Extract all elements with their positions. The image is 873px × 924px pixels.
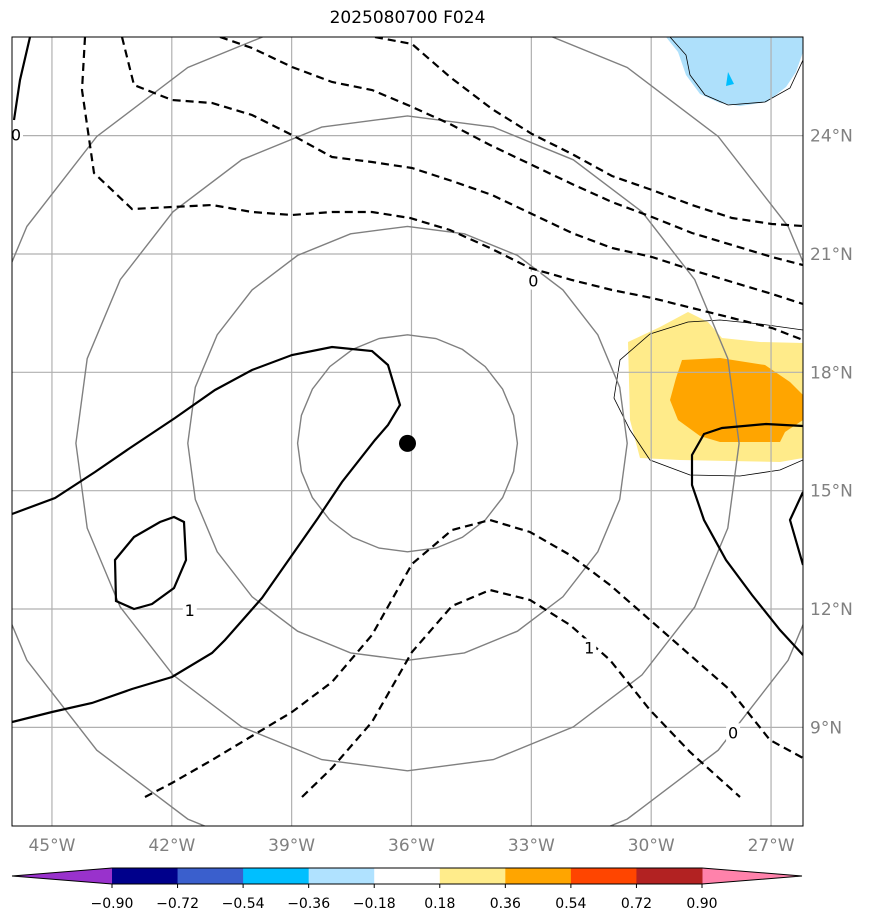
latitude-tick-labels: 9°N 12°N 15°N 18°N 21°N 24°N bbox=[810, 127, 853, 739]
range-ring bbox=[187, 225, 628, 662]
longitude-tick-labels: 45°W 42°W 39°W 36°W 33°W 30°W 27°W bbox=[28, 836, 794, 856]
contour-label-background bbox=[182, 600, 197, 619]
latitude-tick-label: 9°N bbox=[810, 718, 842, 738]
colorbar: −0.90 −0.72 −0.54 −0.36 −0.18 0.18 0.36 0.54 0.7… bbox=[11, 867, 803, 912]
solid-contour-small-loop bbox=[113, 515, 188, 611]
longitude-tick-label: 33°W bbox=[508, 836, 555, 856]
solid-contour-northwest bbox=[12, 37, 32, 121]
shade-light-blue-region bbox=[666, 37, 803, 106]
colorbar-tick-label: −0.54 bbox=[222, 896, 265, 912]
contour-label-background bbox=[726, 723, 741, 742]
colorbar-segment bbox=[636, 868, 703, 884]
contour-labels: 0 1 1 0 0 bbox=[11, 125, 741, 742]
latitude-tick-label: 24°N bbox=[810, 127, 853, 147]
colorbar-tick-label: 0.90 bbox=[686, 896, 717, 912]
dashed-contour-4 bbox=[374, 37, 803, 228]
contour-label: 0 bbox=[728, 723, 738, 742]
range-ring bbox=[75, 115, 740, 772]
dashed-contour-2 bbox=[120, 37, 803, 306]
dashed-contour-5 bbox=[144, 518, 803, 798]
colorbar-extend-low bbox=[12, 868, 112, 884]
storm-center-marker bbox=[399, 434, 416, 452]
lat-lon-grid bbox=[12, 37, 803, 826]
colorbar-tick-label: −0.36 bbox=[287, 896, 330, 912]
colorbar-tick-label: −0.18 bbox=[353, 896, 396, 912]
solid-contours bbox=[12, 37, 803, 724]
latitude-tick-label: 21°N bbox=[810, 245, 853, 265]
solid-contour-loop-center bbox=[12, 345, 402, 724]
longitude-tick-label: 39°W bbox=[268, 836, 315, 856]
contour-label: 1 bbox=[584, 638, 594, 657]
longitude-tick-label: 45°W bbox=[28, 836, 75, 856]
contour-label-background bbox=[582, 638, 597, 657]
shaded-anomaly-blue bbox=[666, 37, 803, 106]
latitude-tick-label: 15°N bbox=[810, 482, 853, 502]
dashed-contour-3 bbox=[219, 37, 803, 267]
contour-label: 0 bbox=[528, 272, 538, 291]
colorbar-segment bbox=[243, 868, 310, 884]
range-rings bbox=[12, 37, 803, 826]
colorbar-segment bbox=[570, 868, 637, 884]
shaded-anomaly-warm bbox=[628, 312, 803, 462]
longitude-tick-label: 36°W bbox=[388, 836, 435, 856]
colorbar-segment bbox=[439, 868, 506, 884]
colorbar-extend-high bbox=[702, 868, 802, 884]
range-ring bbox=[296, 334, 519, 553]
colorbar-tick-label: 0.72 bbox=[621, 896, 652, 912]
colorbar-tick-label: −0.72 bbox=[156, 896, 199, 912]
colorbar-segment bbox=[177, 868, 244, 884]
solid-contour-east bbox=[690, 422, 803, 656]
longitude-tick-label: 30°W bbox=[628, 836, 675, 856]
contour-label: 1 bbox=[185, 601, 195, 620]
latitude-tick-label: 12°N bbox=[810, 600, 853, 620]
contour-label: 0 bbox=[11, 126, 21, 145]
solid-contour-east-edge bbox=[788, 491, 803, 566]
contour-label-background bbox=[12, 125, 23, 144]
longitude-tick-label: 27°W bbox=[748, 836, 795, 856]
colorbar-segment bbox=[112, 868, 179, 884]
shade-orange-region bbox=[670, 358, 803, 442]
longitude-tick-label: 42°W bbox=[148, 836, 195, 856]
dashed-contour-6 bbox=[301, 588, 741, 798]
map-area: 0 1 1 0 0 bbox=[11, 37, 803, 826]
colorbar-tick-label: −0.90 bbox=[91, 896, 134, 912]
shade-blue-region bbox=[726, 72, 734, 86]
colorbar-segment bbox=[374, 868, 441, 884]
contour-label-background bbox=[526, 271, 541, 290]
map-frame bbox=[11, 36, 804, 827]
colorbar-segment bbox=[308, 868, 375, 884]
thin-outline-east bbox=[613, 319, 803, 477]
colorbar-tick-label: 0.36 bbox=[490, 896, 521, 912]
colorbar-tick-label: 0.54 bbox=[555, 896, 586, 912]
map-title: 2025080700 F024 bbox=[329, 8, 486, 28]
colorbar-tick-label: 0.18 bbox=[424, 896, 455, 912]
dashed-contours bbox=[80, 37, 803, 798]
colorbar-segment bbox=[505, 868, 572, 884]
thin-outline-north bbox=[669, 37, 803, 106]
range-ring bbox=[12, 37, 803, 826]
latitude-tick-label: 18°N bbox=[810, 363, 853, 383]
dashed-contour-1 bbox=[80, 37, 803, 342]
